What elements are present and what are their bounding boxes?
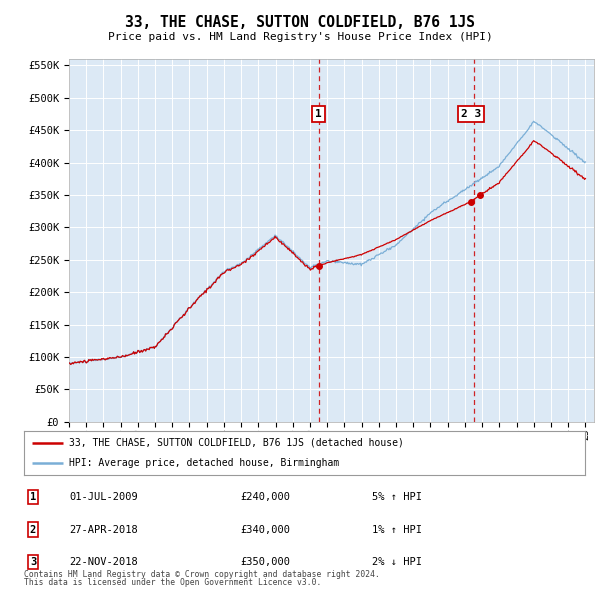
Text: Contains HM Land Registry data © Crown copyright and database right 2024.: Contains HM Land Registry data © Crown c… xyxy=(24,571,380,579)
Text: 1: 1 xyxy=(315,109,322,119)
Text: £340,000: £340,000 xyxy=(240,525,290,535)
Text: 01-JUL-2009: 01-JUL-2009 xyxy=(69,492,138,502)
Text: £240,000: £240,000 xyxy=(240,492,290,502)
Text: 2% ↓ HPI: 2% ↓ HPI xyxy=(372,557,422,567)
Text: 5% ↑ HPI: 5% ↑ HPI xyxy=(372,492,422,502)
Text: 1% ↑ HPI: 1% ↑ HPI xyxy=(372,525,422,535)
Text: 27-APR-2018: 27-APR-2018 xyxy=(69,525,138,535)
Text: HPI: Average price, detached house, Birmingham: HPI: Average price, detached house, Birm… xyxy=(69,458,339,468)
Text: £350,000: £350,000 xyxy=(240,557,290,567)
Text: 22-NOV-2018: 22-NOV-2018 xyxy=(69,557,138,567)
Text: 2: 2 xyxy=(30,525,36,535)
Text: Price paid vs. HM Land Registry's House Price Index (HPI): Price paid vs. HM Land Registry's House … xyxy=(107,32,493,42)
Text: 33, THE CHASE, SUTTON COLDFIELD, B76 1JS: 33, THE CHASE, SUTTON COLDFIELD, B76 1JS xyxy=(125,15,475,30)
Text: 2 3: 2 3 xyxy=(461,109,481,119)
Text: 3: 3 xyxy=(30,557,36,567)
Text: This data is licensed under the Open Government Licence v3.0.: This data is licensed under the Open Gov… xyxy=(24,578,322,587)
Text: 1: 1 xyxy=(30,492,36,502)
Text: 33, THE CHASE, SUTTON COLDFIELD, B76 1JS (detached house): 33, THE CHASE, SUTTON COLDFIELD, B76 1JS… xyxy=(69,438,404,448)
